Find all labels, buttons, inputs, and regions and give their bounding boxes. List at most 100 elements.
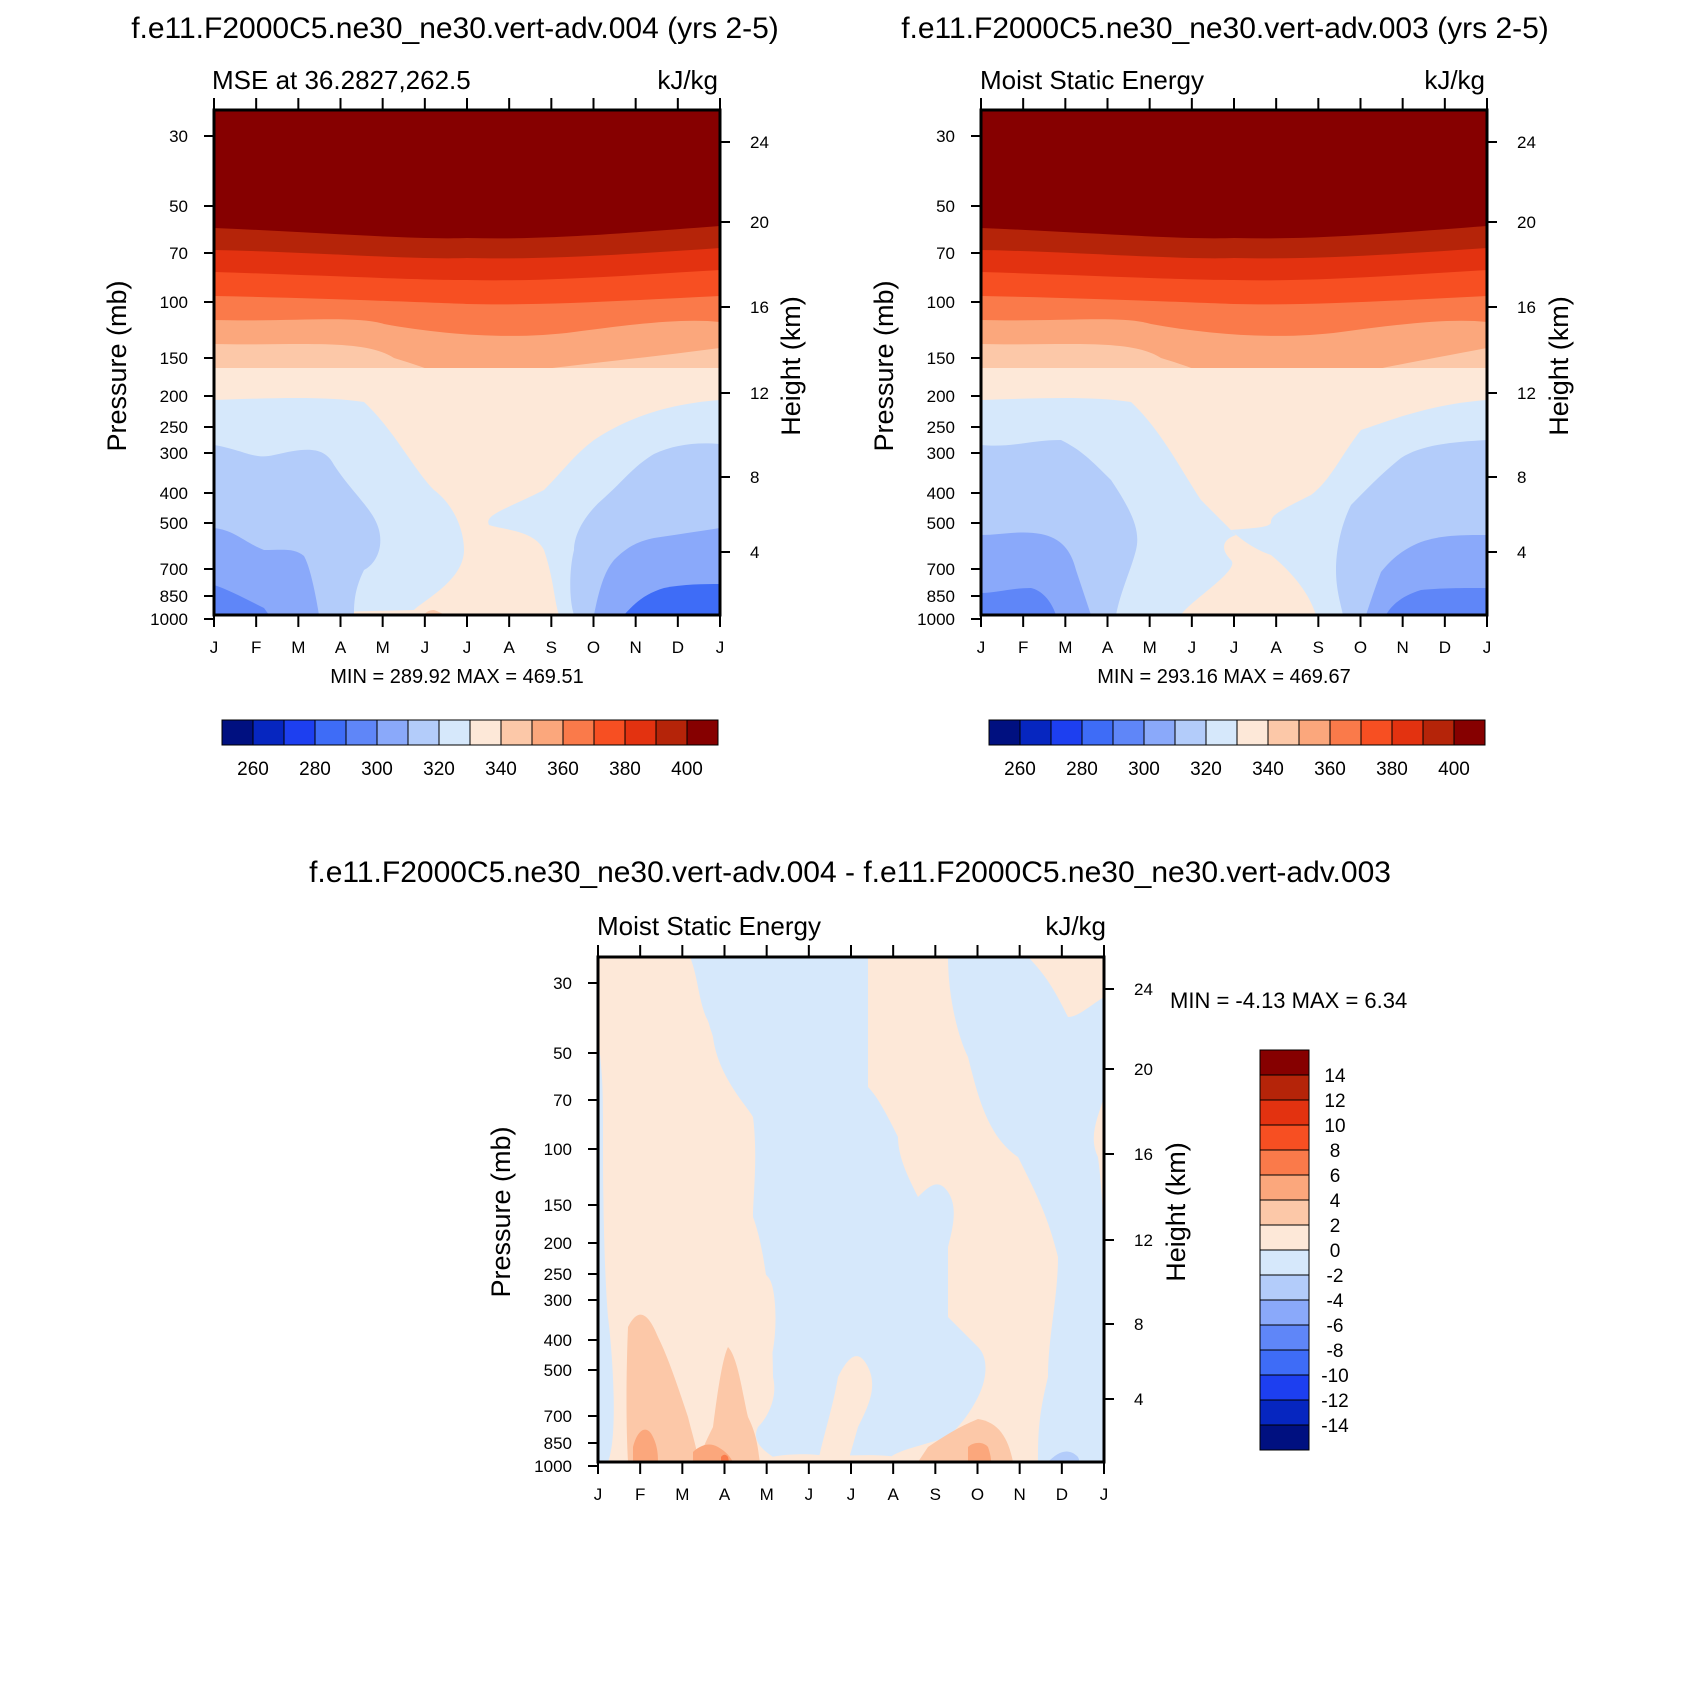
x-tick-label: J [847,1485,856,1504]
y-right-tick-label: 16 [750,298,769,317]
y-right-tick-label: 4 [1134,1390,1143,1409]
panel-3: f.e11.F2000C5.ne30_ne30.vert-adv.004 - f… [309,856,1407,1464]
colorbar-label: 280 [1066,759,1098,780]
y-tick-label: 50 [553,1044,572,1063]
colorbar-label: 340 [1252,759,1284,780]
y-right-tick-label: 8 [1134,1315,1143,1334]
band-pos-mid-bottom [818,1356,873,1462]
panel-2-units: kJ/kg [1424,65,1485,95]
band-2-mid [698,1347,760,1462]
panel-3-units: kJ/kg [1045,911,1106,941]
x-tick-label: S [546,638,557,657]
x-tick-label: N [630,638,642,657]
band-2-left [626,1314,698,1462]
panel-3-title: f.e11.F2000C5.ne30_ne30.vert-adv.004 - f… [309,856,1391,889]
y-tick-label: 850 [160,587,188,606]
x-tick-label: J [716,638,725,657]
y-tick-label: 850 [927,587,955,606]
y-tick-label: 250 [927,418,955,437]
colorbar-label: -8 [1327,1341,1344,1362]
colorbar-label: 360 [547,759,579,780]
y-tick-label: 400 [544,1331,572,1350]
y-tick-label: 500 [160,514,188,533]
y-tick-label: 70 [169,244,188,263]
x-tick-label: S [1313,638,1324,657]
x-tick-label: D [1056,1485,1068,1504]
x-tick-label: M [1143,638,1157,657]
band-6-mid [721,1454,729,1462]
x-tick-label: J [1230,638,1239,657]
colorbar-label: 320 [1190,759,1222,780]
x-tick-label: A [1270,638,1282,657]
colorbar-label: 340 [485,759,517,780]
colorbar-label: 10 [1324,1116,1345,1137]
colorbar-label: 260 [1004,759,1036,780]
y-tick-label: 50 [936,197,955,216]
panel-3-plot [596,955,1106,1464]
colorbar-label: -12 [1321,1391,1348,1412]
x-tick-label: O [587,638,600,657]
colorbar-label: 4 [1330,1191,1341,1212]
panel-1-title: f.e11.F2000C5.ne30_ne30.vert-adv.004 (yr… [131,12,779,45]
colorbar-label: 380 [609,759,641,780]
y-tick-label: 300 [160,444,188,463]
band-neg2-right [1048,1451,1080,1462]
panel-1-ylabel-right: Height (km) [776,296,806,436]
x-tick-label: M [1058,638,1072,657]
axis-ticks: J F M A M J J A S O N D J305070100150200250300400500… [150,98,1536,1504]
y-tick-label: 30 [553,974,572,993]
x-tick-label: J [977,638,986,657]
colorbar-label: -2 [1327,1266,1344,1287]
y-tick-label: 300 [544,1291,572,1310]
colorbar-label: 260 [237,759,269,780]
panel-2-left-label: Moist Static Energy [980,65,1204,95]
panel-2-plot [979,108,1489,617]
band-pos-right-edge [1093,1097,1104,1257]
panel-1-ylabel: Pressure (mb) [102,280,132,451]
x-tick-label: J [594,1485,603,1504]
y-tick-label: 1000 [150,610,188,629]
panel-1: f.e11.F2000C5.ne30_ne30.vert-adv.004 (yr… [102,12,806,746]
y-right-tick-label: 16 [1517,298,1536,317]
colorbar-label: -6 [1327,1316,1344,1337]
colorbar-label: 360 [1314,759,1346,780]
y-right-tick-label: 4 [750,543,759,562]
y-tick-label: 500 [544,1361,572,1380]
x-tick-label: J [1188,638,1197,657]
panel-1-units: kJ/kg [657,65,718,95]
panel-3-minmax: MIN = -4.13 MAX = 6.34 [1170,988,1407,1013]
colorbar-label: -14 [1321,1416,1349,1437]
y-right-tick-label: 8 [1517,468,1526,487]
y-tick-label: 400 [160,484,188,503]
x-tick-label: A [1102,638,1114,657]
x-tick-label: O [971,1485,984,1504]
colorbar-boxes [221,719,719,746]
panel-1-left-label: MSE at 36.2827,262.5 [212,65,471,95]
x-tick-label: N [1014,1485,1026,1504]
x-tick-label: A [503,638,515,657]
y-tick-label: 30 [169,127,188,146]
colorbar-label: 2 [1330,1216,1341,1237]
y-right-tick-label: 24 [1517,133,1536,152]
y-tick-label: 200 [927,387,955,406]
x-tick-label: N [1397,638,1409,657]
y-tick-label: 700 [160,560,188,579]
colorbar-label: 320 [423,759,455,780]
y-right-tick-label: 12 [1134,1231,1153,1250]
band-290-right [1386,588,1487,615]
band-pos-bottom [758,1454,938,1462]
y-right-tick-label: 4 [1517,543,1526,562]
y-tick-label: 150 [927,349,955,368]
panel-3-left-label: Moist Static Energy [597,911,821,941]
panel-3-ylabel: Pressure (mb) [486,1126,516,1297]
x-tick-label: O [1354,638,1367,657]
x-tick-label: A [335,638,347,657]
x-tick-label: D [1439,638,1451,657]
x-tick-label: J [210,638,219,657]
y-tick-label: 150 [544,1196,572,1215]
y-tick-label: 200 [160,387,188,406]
panel-2-title: f.e11.F2000C5.ne30_ne30.vert-adv.003 (yr… [901,12,1549,45]
y-tick-label: 70 [553,1091,572,1110]
y-tick-label: 250 [544,1265,572,1284]
colorbar-label: 380 [1376,759,1408,780]
